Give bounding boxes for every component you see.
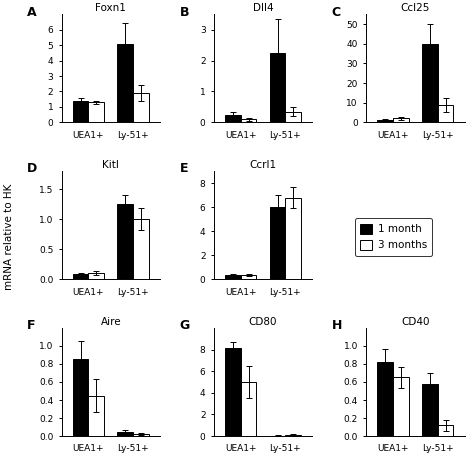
Bar: [438, 425, 453, 436]
Bar: [73, 274, 89, 279]
Title: Foxn1: Foxn1: [95, 3, 126, 13]
Bar: [73, 359, 89, 436]
Bar: [225, 275, 241, 279]
Bar: [377, 120, 393, 122]
Bar: [285, 435, 301, 436]
Bar: [438, 105, 453, 122]
Text: B: B: [180, 6, 189, 18]
Title: Ccl25: Ccl25: [401, 3, 430, 13]
Bar: [377, 362, 393, 436]
Text: E: E: [180, 163, 188, 175]
Text: H: H: [332, 319, 342, 332]
Bar: [241, 119, 256, 122]
Bar: [393, 118, 409, 122]
Bar: [270, 53, 285, 122]
Bar: [133, 219, 149, 279]
Bar: [133, 93, 149, 122]
Text: D: D: [27, 163, 37, 175]
Bar: [73, 101, 89, 122]
Bar: [241, 275, 256, 279]
Title: Aire: Aire: [100, 317, 121, 327]
Title: Dll4: Dll4: [253, 3, 273, 13]
Bar: [285, 111, 301, 122]
Bar: [270, 207, 285, 279]
Bar: [241, 382, 256, 436]
Bar: [225, 348, 241, 436]
Title: CD40: CD40: [401, 317, 429, 327]
Bar: [118, 204, 133, 279]
Bar: [133, 434, 149, 436]
Bar: [89, 102, 104, 122]
Bar: [89, 273, 104, 279]
Text: A: A: [27, 6, 37, 18]
Bar: [89, 395, 104, 436]
Text: F: F: [27, 319, 36, 332]
Bar: [285, 198, 301, 279]
Bar: [422, 44, 438, 122]
Title: CD80: CD80: [249, 317, 277, 327]
Text: G: G: [180, 319, 190, 332]
Bar: [118, 431, 133, 436]
Bar: [118, 44, 133, 122]
Bar: [393, 377, 409, 436]
Legend: 1 month, 3 months: 1 month, 3 months: [355, 219, 432, 255]
Text: C: C: [332, 6, 341, 18]
Title: Kitl: Kitl: [102, 160, 119, 170]
Title: Ccrl1: Ccrl1: [249, 160, 277, 170]
Text: mRNA relative to HK: mRNA relative to HK: [4, 184, 15, 290]
Bar: [422, 384, 438, 436]
Bar: [225, 115, 241, 122]
